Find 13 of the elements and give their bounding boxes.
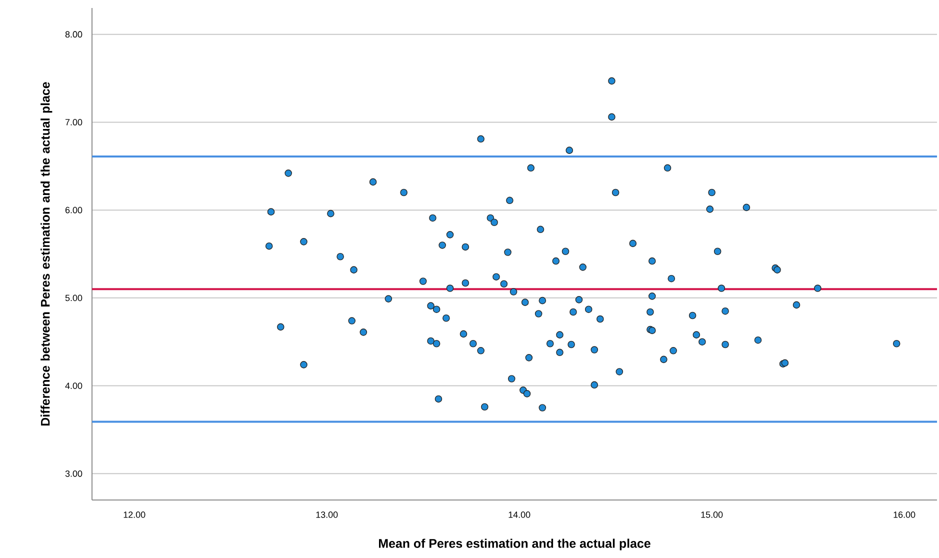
x-tick-label: 14.00 — [508, 512, 530, 518]
x-axis-title: Mean of Peres estimation and the actual place — [379, 538, 650, 550]
y-tick-label: 7.00 — [65, 119, 82, 126]
y-axis-title: Difference between Peres estimation and the actual place — [40, 82, 52, 426]
x-tick-label: 16.00 — [894, 512, 916, 518]
y-tick-label: 6.00 — [65, 206, 82, 214]
x-tick-label: 12.00 — [124, 512, 146, 518]
x-tick-label: 13.00 — [316, 512, 338, 518]
y-tick-label: 3.00 — [65, 470, 82, 477]
y-tick-label: 8.00 — [65, 31, 82, 38]
y-tick-label: 5.00 — [65, 294, 82, 302]
y-tick-label: 4.00 — [65, 382, 82, 389]
x-tick-label: 15.00 — [701, 512, 723, 518]
